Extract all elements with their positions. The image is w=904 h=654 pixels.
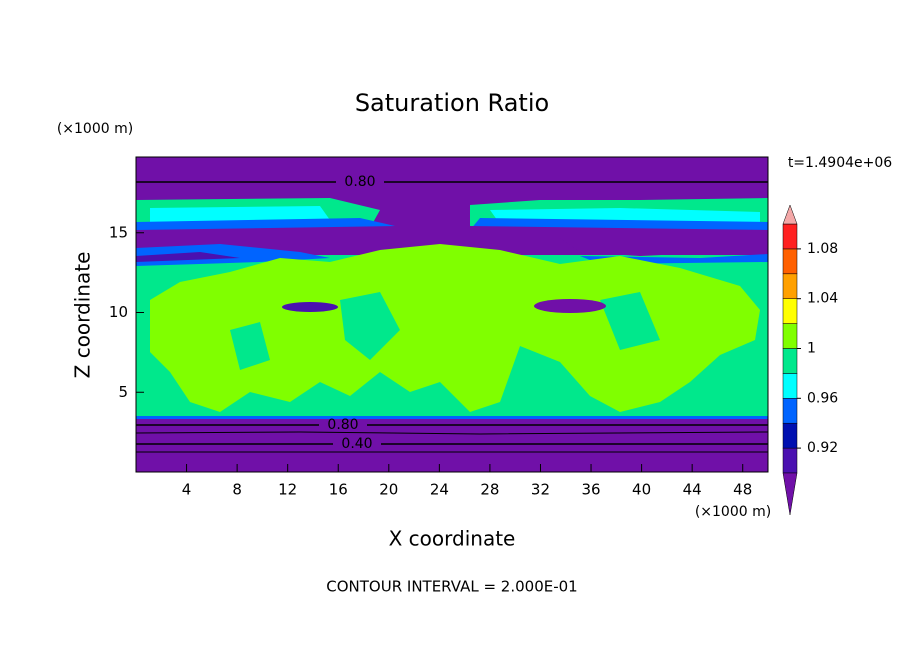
x-tick-label: 28 bbox=[480, 481, 499, 499]
contour-label: 0.80 bbox=[344, 174, 375, 190]
colorbar-tick-label: 0.96 bbox=[807, 390, 838, 406]
colorbar-band bbox=[782, 298, 798, 324]
time-label: t=1.4904e+06 bbox=[788, 155, 892, 171]
region bbox=[136, 252, 240, 262]
x-tick-label: 20 bbox=[379, 481, 398, 499]
colorbar-band bbox=[782, 447, 798, 474]
colorbar-band bbox=[782, 373, 798, 399]
region bbox=[150, 244, 760, 412]
colorbar-tick-label: 1.04 bbox=[807, 291, 838, 307]
x-tick-label: 48 bbox=[733, 481, 752, 499]
colorbar-extend-high bbox=[782, 204, 798, 225]
colorbar-band bbox=[782, 248, 798, 275]
x-tick-label: 44 bbox=[683, 481, 702, 499]
colorbar-band bbox=[782, 422, 798, 449]
colorbar-tick-label: 1.08 bbox=[807, 241, 838, 257]
contour-label: 0.80 bbox=[327, 417, 358, 433]
x-unit: (×1000 m) bbox=[695, 504, 771, 520]
contour-label: 0.40 bbox=[341, 436, 372, 452]
colorbar-band bbox=[782, 398, 798, 424]
colorbar-extend-low bbox=[782, 472, 798, 516]
contour-line bbox=[135, 431, 769, 453]
region bbox=[282, 302, 338, 312]
contour-interval: CONTOUR INTERVAL = 2.000E-01 bbox=[326, 578, 577, 596]
x-tick-label: 8 bbox=[232, 481, 242, 499]
region bbox=[534, 299, 606, 313]
y-tick-label: 15 bbox=[109, 223, 128, 241]
x-axis-label: X coordinate bbox=[389, 527, 516, 551]
x-tick-label: 24 bbox=[430, 481, 449, 499]
colorbar-band bbox=[782, 323, 798, 349]
x-tick-label: 4 bbox=[182, 481, 192, 499]
region bbox=[230, 292, 660, 370]
x-tick-label: 40 bbox=[632, 481, 651, 499]
region bbox=[136, 226, 768, 256]
plot-frame bbox=[135, 156, 769, 473]
colorbar-band bbox=[782, 348, 798, 374]
x-tick-label: 12 bbox=[278, 481, 297, 499]
colorbar-tick-label: 0.92 bbox=[807, 440, 838, 456]
chart-title: Saturation Ratio bbox=[355, 89, 549, 117]
contour-field bbox=[135, 157, 769, 472]
y-axis-label: Z coordinate bbox=[71, 252, 95, 379]
x-tick-label: 36 bbox=[581, 481, 600, 499]
y-tick-label: 5 bbox=[118, 383, 128, 401]
y-unit: (×1000 m) bbox=[57, 121, 133, 137]
region bbox=[136, 416, 768, 419]
colorbar-tick-label: 1 bbox=[807, 341, 816, 357]
colorbar-band bbox=[782, 273, 798, 299]
x-tick-label: 32 bbox=[531, 481, 550, 499]
y-tick-label: 10 bbox=[109, 303, 128, 321]
colorbar-band bbox=[782, 223, 798, 250]
region bbox=[136, 419, 768, 472]
x-tick-label: 16 bbox=[329, 481, 348, 499]
